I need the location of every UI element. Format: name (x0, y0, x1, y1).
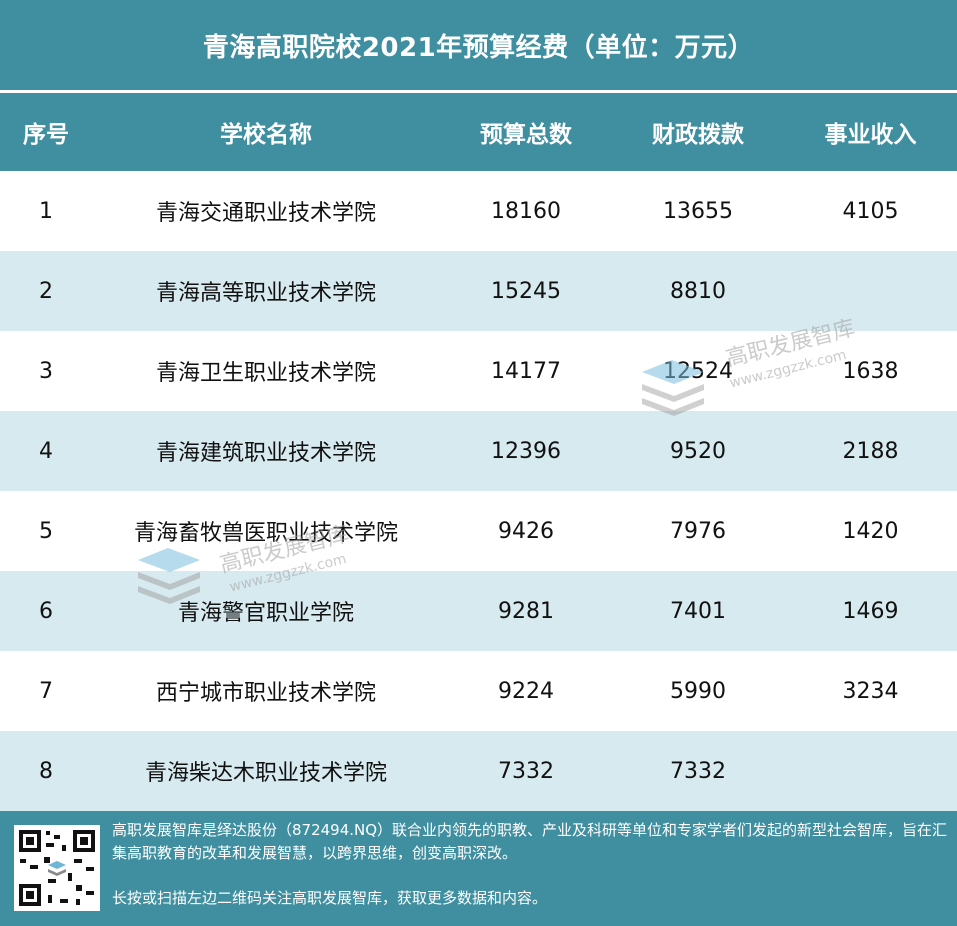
cell-index: 5 (39, 518, 53, 544)
cell-index: 6 (39, 598, 53, 624)
qr-code-icon (14, 825, 100, 911)
cell-school-name: 青海畜牧兽医职业技术学院 (133, 521, 398, 546)
table-row: 7 西宁城市职业技术学院 9224 5990 3234 (0, 651, 957, 731)
header-school-name: 学校名称 (220, 122, 312, 148)
cell-fiscal-allocation: 7401 (670, 598, 726, 624)
cell-index: 1 (39, 198, 53, 224)
cell-budget-total: 12396 (491, 438, 561, 464)
header-fiscal-allocation: 财政拨款 (652, 122, 744, 148)
cell-business-income: 1638 (842, 358, 899, 384)
cell-fiscal-allocation: 7976 (670, 518, 726, 544)
cell-business-income: 2188 (842, 438, 899, 464)
cell-school-name: 青海交通职业技术学院 (155, 201, 376, 226)
cell-budget-total: 18160 (491, 198, 561, 224)
table-row: 4 青海建筑职业技术学院 12396 9520 2188 (0, 411, 957, 491)
table-row: 8 青海柴达木职业技术学院 7332 7332 (0, 731, 957, 811)
cell-index: 4 (39, 438, 53, 464)
header-index: 序号 (23, 122, 69, 148)
cell-fiscal-allocation: 7332 (670, 758, 726, 784)
footer: 高职发展智库是绎达股份（872494.NQ）联合业内领先的职教、产业及科研等单位… (0, 811, 957, 926)
cell-fiscal-allocation: 13655 (663, 198, 733, 224)
cell-index: 7 (39, 678, 53, 704)
footer-description: 高职发展智库是绎达股份（872494.NQ）联合业内领先的职教、产业及科研等单位… (112, 821, 948, 862)
cell-business-income (784, 251, 957, 331)
cell-budget-total: 15245 (491, 278, 561, 304)
cell-index: 8 (39, 758, 53, 784)
cell-fiscal-allocation: 5990 (670, 678, 726, 704)
title-divider (0, 90, 957, 93)
cell-fiscal-allocation: 9520 (670, 438, 726, 464)
page-title: 青海高职院校2021年预算经费（单位：万元） (0, 0, 957, 90)
table-row: 2 青海高等职业技术学院 15245 8810 (0, 251, 957, 331)
cell-budget-total: 9281 (498, 598, 554, 624)
cell-business-income: 1420 (842, 518, 899, 544)
cell-index: 2 (39, 278, 53, 304)
cell-business-income (784, 731, 957, 811)
cell-business-income: 1469 (842, 598, 899, 624)
cell-fiscal-allocation: 12524 (663, 358, 733, 384)
cell-business-income: 3234 (842, 678, 899, 704)
header-business-income: 事业收入 (824, 122, 917, 148)
table-row: 5 青海畜牧兽医职业技术学院 9426 7976 1420 (0, 491, 957, 571)
footer-cta: 长按或扫描左边二维码关注高职发展智库，获取更多数据和内容。 (112, 889, 548, 907)
cell-school-name: 西宁城市职业技术学院 (155, 681, 376, 706)
cell-budget-total: 7332 (498, 758, 554, 784)
cell-fiscal-allocation: 8810 (670, 278, 726, 304)
cell-budget-total: 9426 (498, 518, 554, 544)
cell-budget-total: 14177 (491, 358, 561, 384)
cell-school-name: 青海高等职业技术学院 (155, 281, 376, 306)
cell-school-name: 青海建筑职业技术学院 (155, 441, 376, 466)
cell-budget-total: 9224 (498, 678, 554, 704)
cell-school-name: 青海警官职业学院 (177, 601, 354, 626)
header-budget-total: 预算总数 (480, 122, 572, 148)
table-row: 6 青海警官职业学院 9281 7401 1469 (0, 571, 957, 651)
table-row: 3 青海卫生职业技术学院 14177 12524 1638 (0, 331, 957, 411)
table-row: 1 青海交通职业技术学院 18160 13655 4105 (0, 171, 957, 251)
cell-index: 3 (39, 358, 53, 384)
table-header: 序号 学校名称 预算总数 财政拨款 事业收入 (0, 93, 957, 171)
cell-school-name: 青海卫生职业技术学院 (155, 361, 376, 386)
cell-business-income: 4105 (842, 198, 899, 224)
cell-school-name: 青海柴达木职业技术学院 (144, 761, 387, 786)
